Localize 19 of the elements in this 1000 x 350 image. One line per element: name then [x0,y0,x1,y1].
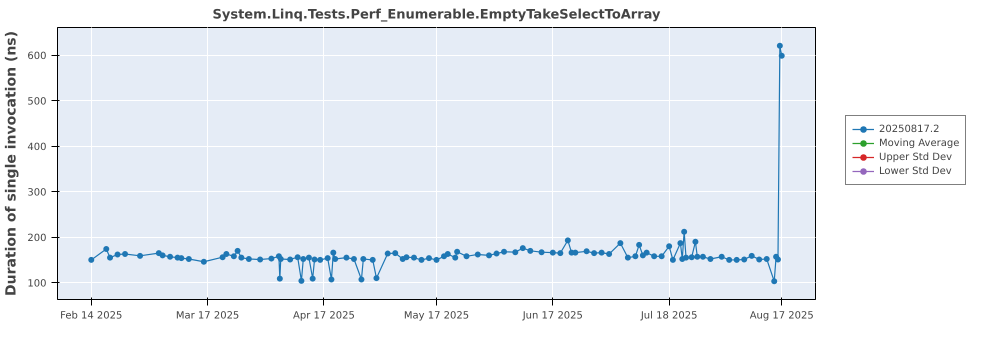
x-tick-label: Apr 17 2025 [293,310,355,322]
y-tick-label: 200 [27,233,47,244]
y-tick-label: 500 [27,96,47,108]
legend-label: Moving Average [879,136,960,150]
legend-label: Upper Std Dev [879,150,952,164]
y-tick-label: 300 [27,188,47,199]
x-tick-label: May 17 2025 [404,310,470,322]
x-tick-label: Feb 14 2025 [60,310,122,322]
y-tick-label: 600 [27,51,47,62]
x-tick-label: Mar 17 2025 [176,310,240,322]
x-tick-label: Jul 18 2025 [640,310,698,322]
y-axis-title: Duration of single invocation (ns) [3,30,20,296]
chart-title: System.Linq.Tests.Perf_Enumerable.EmptyTakeSelectToArray [212,8,662,22]
y-tick-label: 100 [27,278,47,290]
legend-label: Lower Std Dev [879,164,952,178]
legend-label: 20250817.2 [879,122,940,136]
x-tick-label: Aug 17 2025 [750,310,814,322]
x-tick-label: Jun 17 2025 [522,310,583,322]
y-tick-label: 400 [27,142,47,154]
